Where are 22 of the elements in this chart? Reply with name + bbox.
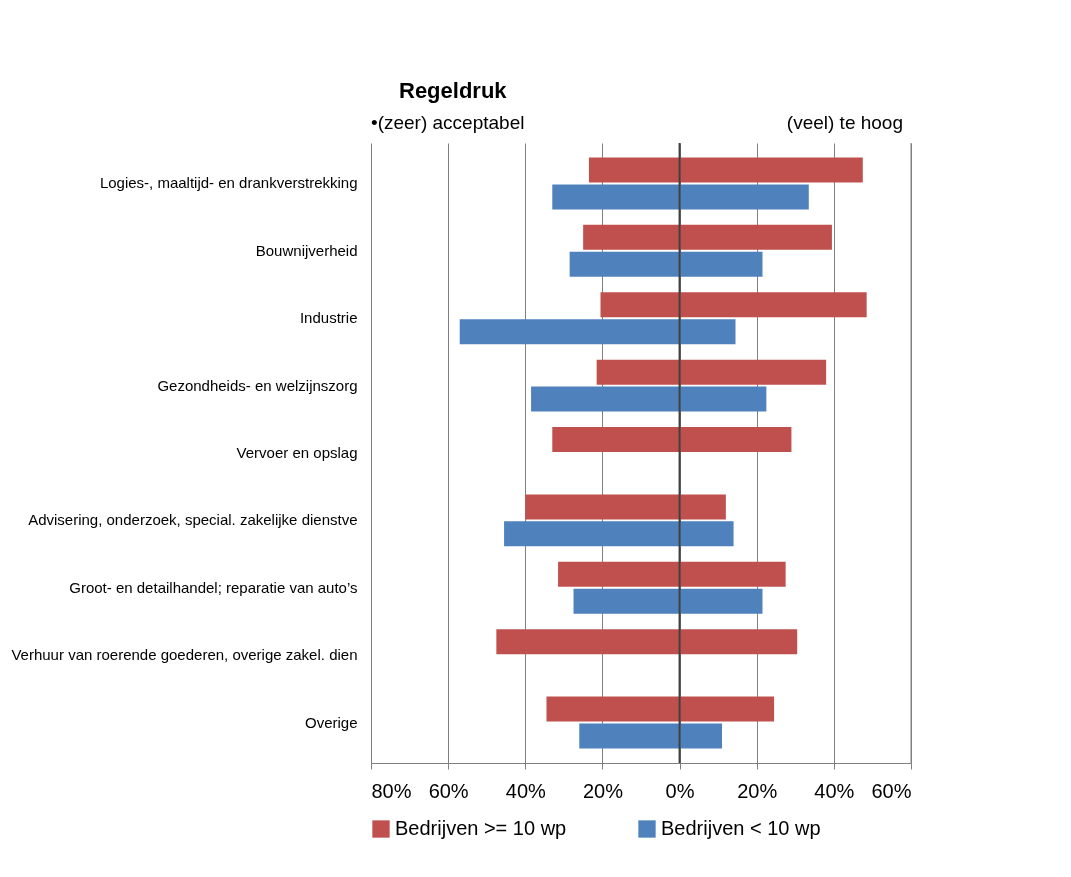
legend-label: Bedrijven >= 10 wp <box>395 817 567 839</box>
y-tick-label: Vervoer en opslag <box>236 444 358 461</box>
y-tick-label: Advisering, onderzoek, special. zakelijke dienstve <box>28 511 358 529</box>
y-tick-label: Industrie <box>299 309 358 327</box>
x-tick-label: 20% <box>582 779 624 802</box>
chart-title: Regeldruk <box>399 78 508 103</box>
x-tick-label: 60% <box>871 779 912 802</box>
y-tick-label: Verhuur van roerende goederen, overige zakel. dien <box>11 646 358 664</box>
x-tick-label: 60% <box>428 779 469 802</box>
y-tick-label: Bouwnijverheid <box>255 241 358 259</box>
text: •(zeer) acceptabel <box>371 112 525 133</box>
x-tick-label: 0% <box>665 779 695 802</box>
y-tick-label: Gezondheids- en welzijnszorg <box>157 376 358 394</box>
text: (veel) te hoog <box>786 112 903 133</box>
x-tick-label: 40% <box>814 779 855 802</box>
y-tick-label: Logies-, maaltijd- en drankverstrekking <box>99 174 358 192</box>
y-tick-label: Groot- en detailhandel; reparatie van auto’s <box>69 578 358 596</box>
legend-label: Bedrijven < 10 wp <box>661 817 821 839</box>
x-tick-label: 80% <box>371 779 412 802</box>
y-tick-label: Overige <box>304 713 358 731</box>
x-tick-label: 40% <box>505 779 547 802</box>
x-tick-label: 20% <box>737 779 778 802</box>
